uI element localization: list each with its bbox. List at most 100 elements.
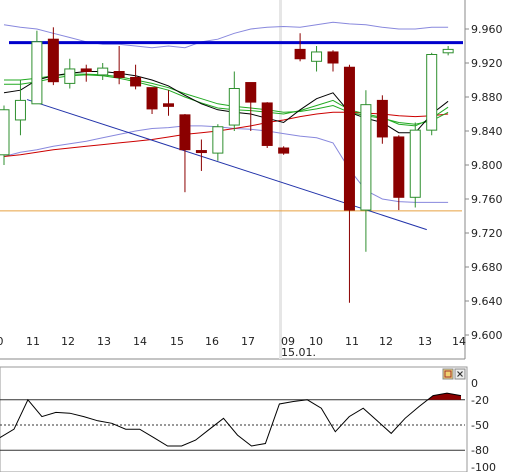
y-tick-label: 9.840 [471, 125, 503, 138]
candle-body [179, 114, 191, 151]
x-tick-label: 10 [309, 335, 323, 348]
candle-body [426, 54, 438, 131]
candle [47, 27, 59, 86]
osc-tick-label: 0 [471, 377, 478, 390]
moving-averages [3, 71, 449, 157]
trend-lines [0, 41, 463, 231]
candle-body [64, 68, 76, 84]
ma-green-line [4, 74, 449, 127]
candlesticks [0, 27, 454, 303]
session-separator [279, 0, 282, 359]
candle-body [113, 71, 125, 78]
ma-green-slow-line [4, 73, 449, 125]
candle [64, 58, 76, 89]
candle-body [146, 87, 158, 110]
candle-body [294, 48, 306, 60]
candle-body [14, 99, 26, 121]
candle-body [442, 48, 454, 54]
candle-body [261, 102, 273, 146]
bollinger-bands [3, 21, 449, 203]
candle-body [245, 82, 257, 103]
y-tick-label: 9.600 [471, 329, 503, 342]
candle [327, 50, 339, 72]
candle-body [360, 104, 372, 211]
candle-body [47, 38, 59, 83]
x-tick-label: 16 [205, 335, 219, 348]
candle-body [31, 41, 43, 105]
candle-body [376, 99, 388, 138]
y-tick-label: 9.920 [471, 57, 503, 70]
candle-body [212, 126, 224, 154]
candle [195, 139, 207, 171]
oscillator-frame [0, 366, 468, 472]
candle [393, 135, 405, 211]
close-icon [457, 371, 463, 377]
candle [343, 64, 355, 303]
candle-body [130, 76, 142, 87]
x-tick-label: 12 [61, 335, 75, 348]
candle [212, 124, 224, 161]
candle [376, 95, 388, 144]
band-upper-line [3, 21, 449, 49]
price-panel: 9.960 9.920 9.880 9.840 9.800 9.760 9.720 9.680… [0, 0, 503, 360]
candle-body [97, 67, 109, 76]
x-tick-label: 13 [97, 335, 111, 348]
candle [245, 82, 257, 131]
candle [179, 114, 191, 193]
candle [97, 63, 109, 80]
y-tick-label: 9.760 [471, 193, 503, 206]
candle-body [327, 51, 339, 64]
x-tick-label: 09 [281, 335, 295, 348]
close-button[interactable] [454, 368, 466, 380]
y-tick-label: 9.720 [471, 227, 503, 240]
x-tick-label: 12 [379, 335, 393, 348]
candle [14, 80, 26, 136]
candle [261, 102, 273, 148]
candle-body [278, 147, 290, 154]
candle-body [393, 136, 405, 198]
x-tick-label: 11 [345, 335, 359, 348]
overbought-area [427, 393, 461, 400]
overbought-fill [427, 393, 461, 400]
candle-body [195, 150, 207, 154]
price-x-ticks: 0 11 12 13 14 15 16 17 09 10 11 12 13 14 [0, 335, 466, 348]
candle [426, 52, 438, 136]
candle-body [409, 129, 421, 198]
osc-tick-label: -20 [471, 394, 489, 407]
osc-tick-label: -50 [471, 419, 489, 432]
maximize-icon [444, 370, 452, 378]
candle [80, 64, 92, 82]
y-tick-label: 9.680 [471, 261, 503, 274]
candle-body [311, 51, 323, 62]
oscillator-y-ticks: 0 -20 -50 -80 -100 [471, 377, 496, 472]
y-tick-label: 9.960 [471, 23, 503, 36]
oscillator-guides [0, 399, 465, 451]
candle [409, 122, 421, 208]
candle [278, 146, 290, 155]
x-tick-label: 17 [241, 335, 255, 348]
candle-body [343, 66, 355, 211]
candle [294, 33, 306, 62]
candle [311, 46, 323, 72]
candle [0, 105, 10, 165]
x-tick-label: 15 [170, 335, 184, 348]
candle-body [163, 103, 174, 107]
x-tick-label: 14 [133, 335, 147, 348]
candle [228, 71, 240, 131]
y-tick-label: 9.800 [471, 159, 503, 172]
candle [130, 64, 142, 90]
oscillator-panel: 0 -20 -50 -80 -100 [0, 366, 496, 472]
band-lower-line [3, 125, 449, 203]
candle [146, 87, 158, 114]
ma-black-line [3, 71, 449, 134]
candle [31, 30, 43, 105]
osc-tick-label: -100 [471, 461, 496, 472]
candle [442, 46, 454, 56]
x-tick-label: 0 [0, 335, 4, 348]
maximize-button[interactable] [442, 368, 454, 380]
candle [163, 90, 174, 116]
candle-body [228, 88, 240, 126]
ma-red-line [3, 111, 449, 157]
x-tick-label: 11 [26, 335, 40, 348]
